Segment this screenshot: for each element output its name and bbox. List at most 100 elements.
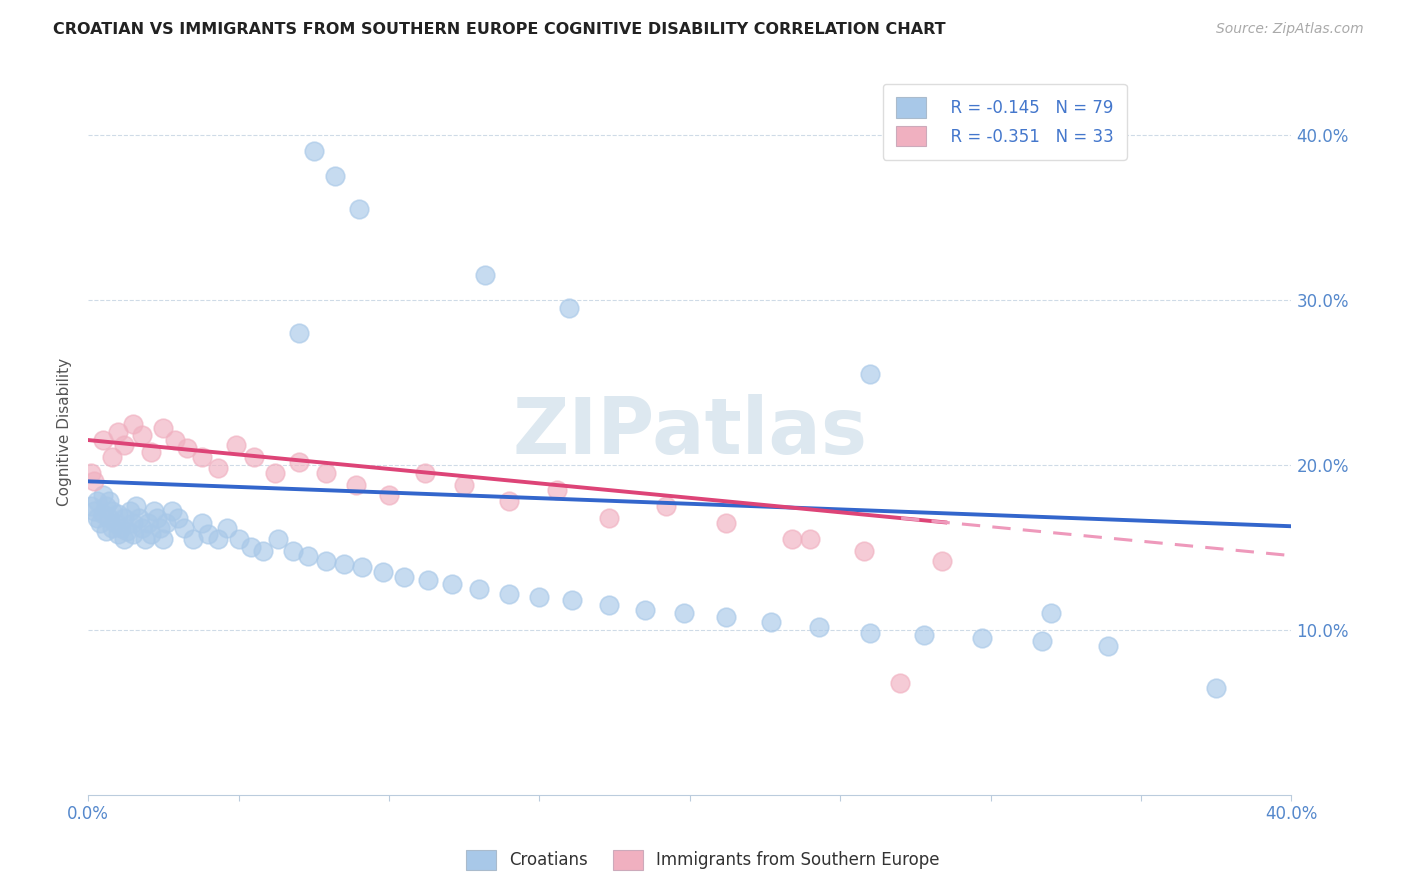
Point xyxy=(347,202,370,216)
Point xyxy=(228,532,250,546)
Point xyxy=(546,483,568,497)
Point xyxy=(315,466,337,480)
Point xyxy=(98,494,121,508)
Point xyxy=(970,631,993,645)
Point xyxy=(120,504,142,518)
Point xyxy=(672,607,695,621)
Point xyxy=(173,520,195,534)
Point xyxy=(143,504,166,518)
Point xyxy=(191,450,214,464)
Point xyxy=(529,590,551,604)
Point xyxy=(1097,640,1119,654)
Point xyxy=(107,508,129,522)
Point xyxy=(141,444,163,458)
Point xyxy=(131,428,153,442)
Point xyxy=(242,450,264,464)
Point xyxy=(122,516,145,530)
Point xyxy=(101,450,124,464)
Point xyxy=(392,570,415,584)
Point xyxy=(931,553,953,567)
Point xyxy=(176,442,198,456)
Point xyxy=(131,520,153,534)
Point xyxy=(83,475,105,489)
Point xyxy=(91,487,114,501)
Point xyxy=(889,675,911,690)
Point xyxy=(914,628,936,642)
Point xyxy=(714,516,737,530)
Point xyxy=(634,603,657,617)
Point xyxy=(808,620,831,634)
Point xyxy=(101,520,124,534)
Point xyxy=(191,516,214,530)
Point xyxy=(498,494,520,508)
Point xyxy=(654,499,676,513)
Point xyxy=(416,574,439,588)
Text: ZIPatlas: ZIPatlas xyxy=(512,393,868,470)
Point xyxy=(110,520,132,534)
Point xyxy=(859,626,882,640)
Point xyxy=(780,532,803,546)
Point xyxy=(1039,607,1062,621)
Point xyxy=(98,510,121,524)
Point xyxy=(125,499,148,513)
Point xyxy=(859,367,882,381)
Point xyxy=(558,301,581,315)
Point xyxy=(853,543,876,558)
Point xyxy=(122,527,145,541)
Point xyxy=(80,466,103,480)
Point xyxy=(413,466,436,480)
Point xyxy=(498,586,520,600)
Point xyxy=(323,169,346,183)
Point xyxy=(441,576,464,591)
Point xyxy=(759,615,782,629)
Point xyxy=(149,520,172,534)
Point xyxy=(197,527,219,541)
Point xyxy=(225,438,247,452)
Text: Source: ZipAtlas.com: Source: ZipAtlas.com xyxy=(1216,22,1364,37)
Point xyxy=(561,593,583,607)
Point xyxy=(107,527,129,541)
Point xyxy=(128,510,150,524)
Point xyxy=(91,433,114,447)
Point xyxy=(141,527,163,541)
Point xyxy=(239,541,262,555)
Point xyxy=(96,524,118,538)
Point xyxy=(371,565,394,579)
Point xyxy=(281,543,304,558)
Point xyxy=(207,532,229,546)
Point xyxy=(91,508,114,522)
Point xyxy=(378,487,401,501)
Point xyxy=(453,477,475,491)
Point xyxy=(86,494,108,508)
Point xyxy=(302,144,325,158)
Point xyxy=(146,510,169,524)
Point xyxy=(207,461,229,475)
Point xyxy=(266,532,288,546)
Point xyxy=(117,524,139,538)
Point xyxy=(297,549,319,563)
Point xyxy=(112,510,135,524)
Legend:   R = -0.145   N = 79,   R = -0.351   N = 33: R = -0.145 N = 79, R = -0.351 N = 33 xyxy=(883,84,1126,160)
Point xyxy=(101,504,124,518)
Point xyxy=(83,504,105,518)
Point xyxy=(215,520,238,534)
Point xyxy=(112,438,135,452)
Point xyxy=(350,560,373,574)
Point xyxy=(598,598,620,612)
Point xyxy=(333,557,356,571)
Point xyxy=(183,532,205,546)
Point xyxy=(122,417,145,431)
Legend: Croatians, Immigrants from Southern Europe: Croatians, Immigrants from Southern Euro… xyxy=(460,843,946,877)
Point xyxy=(165,433,187,447)
Point xyxy=(468,582,491,596)
Point xyxy=(162,504,184,518)
Point xyxy=(112,532,135,546)
Point xyxy=(287,454,309,468)
Point xyxy=(80,499,103,513)
Point xyxy=(474,268,496,282)
Point xyxy=(86,510,108,524)
Point xyxy=(344,477,367,491)
Point xyxy=(1031,634,1053,648)
Point xyxy=(96,499,118,513)
Point xyxy=(287,326,309,340)
